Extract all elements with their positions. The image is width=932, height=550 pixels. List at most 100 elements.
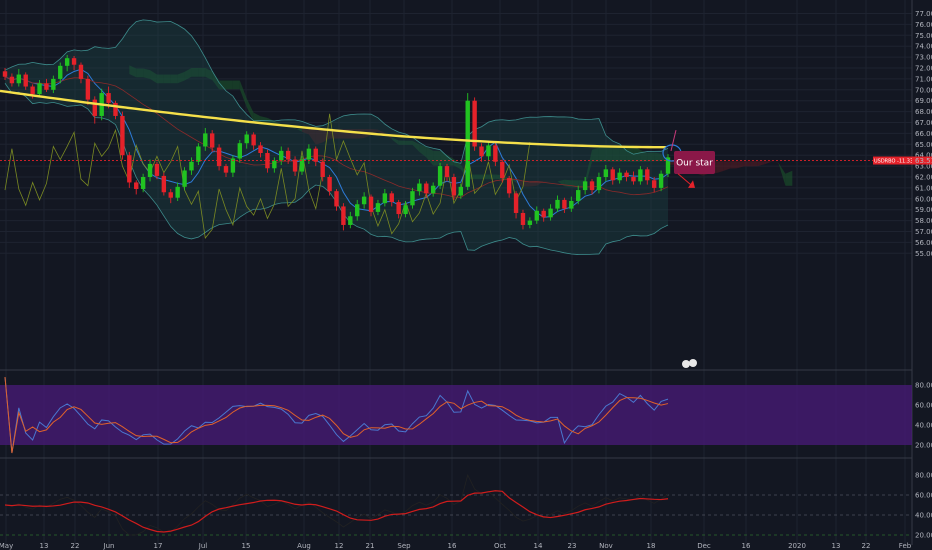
candle-body [444,166,450,177]
candle-body [244,134,249,144]
time-tick-label: Feb [899,542,912,550]
cloud-segment [219,80,226,90]
rsi-slow-line [4,376,669,454]
candle-body [555,199,560,209]
event-icon [689,359,697,367]
price-tick-label: 66.00 [915,130,932,138]
candle-body [417,183,422,192]
candle-body [631,177,636,182]
candle-body [589,181,595,191]
price-tick-label: 58.00 [915,217,932,225]
candle-body [361,196,367,205]
candle-body [71,58,77,65]
rsi-tick-label: 40.00 [915,422,932,430]
cloud-segment [239,80,247,108]
time-tick-label: 2020 [788,542,806,550]
candle-body [320,161,325,177]
cloud-segment [433,150,441,166]
candle-body [168,192,173,198]
osc-tick-label: 40.00 [915,512,932,520]
candle-body [134,182,139,189]
candle-body [506,178,512,194]
candle-body [175,186,180,198]
candle-body [120,115,125,156]
candle-body [341,206,346,225]
cloud-segment [398,140,406,145]
price-tick-label: 64.00 [915,152,932,160]
cloud-segment [377,129,385,134]
annotation-layer: Our star [0,130,912,368]
cloud-segment [654,152,662,162]
candle-body [403,205,408,215]
price-tick-label: 59.00 [915,206,932,214]
cloud-segment [143,68,151,79]
candle-body [85,78,91,100]
candle-body [265,153,270,169]
price-tick-label: 56.00 [915,239,932,247]
price-axis[interactable]: 77.00 76.00 75.00 74.00 73.00 72.00 71.00 70.00… [873,10,932,540]
cloud-segment [170,74,178,84]
osc-tick-label: 60.00 [915,492,932,500]
candle-body [582,181,588,191]
cloud-segment [771,161,779,164]
candle-body [161,175,167,193]
oscillator-line [4,473,669,536]
time-tick-label: 18 [647,542,656,550]
candle-body [424,183,429,194]
candle-body [140,177,146,189]
time-tick-label: 17 [154,542,163,550]
cloud-segment [405,140,413,145]
time-tick-label: 13 [832,542,841,550]
time-tick-label: Oct [494,542,506,550]
time-tick-label: 23 [568,542,577,550]
time-tick-label: 16 [448,542,457,550]
candle-body [182,170,187,187]
candle-body [30,86,35,95]
callout-pointer [670,130,677,151]
time-tick-label: Aug [297,542,311,550]
cloud-segment [426,146,434,166]
cloud-segment [129,65,137,78]
time-tick-label: 14 [534,542,543,550]
candle-body [258,145,263,154]
cloud-segment [419,144,427,158]
cloud-segment [785,170,793,186]
candle-body [272,160,277,169]
candle-body [285,150,291,160]
cloud-segment [150,70,157,84]
candle-body [382,193,388,204]
candle-body [465,100,470,187]
cloud-segment [605,145,613,162]
candle-body [23,74,28,87]
cloud-segment [212,71,220,90]
candle-body [292,159,298,172]
candle-body [9,76,15,84]
price-tick-label: 74.00 [915,43,932,51]
cloud-segment [543,180,551,182]
oscillator-panel [0,473,912,536]
candle-body [658,173,664,188]
last-price-value: 63.51 [915,157,932,165]
cloud-segment [585,149,593,188]
rsi-band [0,385,912,445]
time-tick-label: 21 [366,542,375,550]
rsi-tick-label: 20.00 [915,442,932,450]
cloud-segment [246,98,254,122]
candle-body [493,145,498,162]
candle-body [313,148,318,162]
price-tick-label: 61.00 [915,184,932,192]
candle-body [113,102,118,116]
time-axis[interactable]: May 13 22 Jun 17 Jul 15 Aug 12 21 Sep 16 Oct 14 23 Nov 1… [0,542,912,550]
candle-body [430,185,436,194]
candle-body [16,74,22,84]
candle-body [279,150,284,161]
candle-body [216,147,222,167]
rsi-panel [0,376,912,454]
candle-body [251,134,256,146]
cloud-segment [322,129,330,143]
candle-body [375,203,381,212]
candle-body [299,159,305,172]
candle-body [486,145,491,157]
cloud-segment [453,159,461,170]
